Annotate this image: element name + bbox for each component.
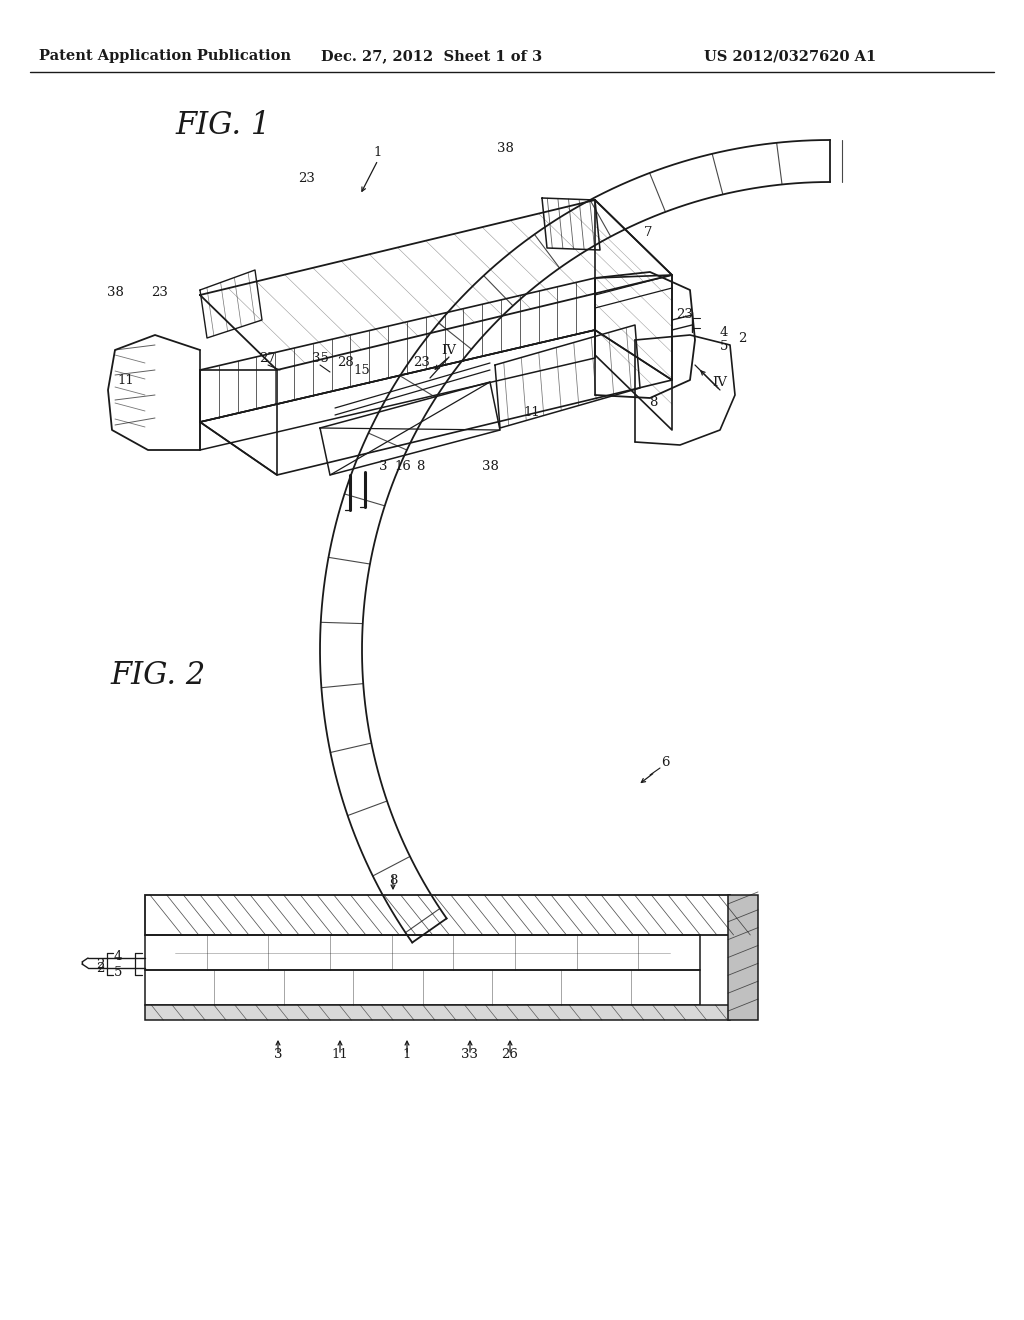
- Text: US 2012/0327620 A1: US 2012/0327620 A1: [703, 49, 877, 63]
- Text: 2: 2: [96, 957, 104, 970]
- Text: 7: 7: [644, 226, 652, 239]
- Text: 33: 33: [462, 1048, 478, 1061]
- Text: FIG. 1: FIG. 1: [175, 110, 270, 141]
- Text: IV: IV: [441, 343, 457, 356]
- Text: 11: 11: [118, 374, 134, 387]
- Bar: [145, 895, 730, 935]
- Text: Dec. 27, 2012  Sheet 1 of 3: Dec. 27, 2012 Sheet 1 of 3: [322, 49, 543, 63]
- Text: 5: 5: [720, 339, 728, 352]
- Text: 23: 23: [152, 286, 168, 300]
- Text: 38: 38: [106, 286, 124, 300]
- Text: 27: 27: [259, 351, 276, 364]
- Text: 2: 2: [96, 961, 104, 974]
- Text: 38: 38: [481, 459, 499, 473]
- Text: 2: 2: [738, 333, 746, 346]
- Text: 8: 8: [416, 459, 424, 473]
- Text: 26: 26: [502, 1048, 518, 1061]
- Text: 23: 23: [299, 172, 315, 185]
- Text: 23: 23: [677, 309, 693, 322]
- Text: 6: 6: [660, 755, 670, 768]
- Text: 1: 1: [402, 1048, 412, 1061]
- Text: 38: 38: [497, 141, 513, 154]
- Bar: [145, 935, 700, 970]
- Text: 11: 11: [523, 405, 541, 418]
- Text: 5: 5: [114, 965, 122, 978]
- Text: 4: 4: [114, 950, 122, 964]
- Text: 15: 15: [353, 363, 371, 376]
- Bar: [145, 1005, 730, 1020]
- Text: 8: 8: [649, 396, 657, 408]
- Text: 3: 3: [379, 459, 387, 473]
- Text: IV: IV: [713, 375, 727, 388]
- Text: 35: 35: [311, 351, 329, 364]
- Text: 3: 3: [273, 1048, 283, 1061]
- Text: FIG. 2: FIG. 2: [110, 660, 205, 690]
- Text: 11: 11: [332, 1048, 348, 1061]
- Text: 8: 8: [389, 874, 397, 887]
- Text: 23: 23: [414, 356, 430, 370]
- Text: 16: 16: [394, 459, 412, 473]
- Text: 4: 4: [720, 326, 728, 338]
- Text: 28: 28: [337, 355, 353, 368]
- Text: Patent Application Publication: Patent Application Publication: [39, 49, 291, 63]
- Text: 1: 1: [374, 147, 382, 160]
- Bar: [728, 895, 758, 1020]
- Bar: [145, 970, 700, 1005]
